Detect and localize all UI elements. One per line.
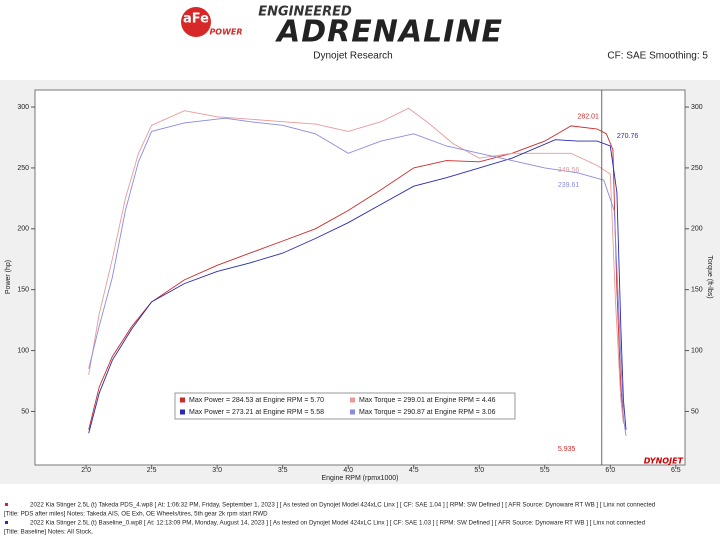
- x-axis-label: Engine RPM (rpmx1000): [321, 475, 398, 482]
- x-tick-label: 6.0: [605, 467, 615, 474]
- legend-swatch: [350, 397, 355, 403]
- legend-label: Max Power = 273.21 at Engine RPM = 5.58: [189, 409, 324, 416]
- legend-box: [174, 392, 516, 420]
- logo-badge: [181, 7, 211, 37]
- chart-title: Dynojet Research: [313, 51, 392, 62]
- y-tick-label: 100: [17, 347, 29, 354]
- logo-text: aFe: [183, 12, 209, 27]
- y-tick-label: 300: [17, 104, 29, 111]
- legend-swatch: [180, 397, 185, 403]
- footer-line: [Title: PDS after miles] Notes: Takeda A…: [4, 511, 268, 518]
- x-tick-label: 4.5: [409, 467, 419, 474]
- footer-marker: [5, 521, 8, 524]
- footer-line: 2022 Kia Stinger 2.5L (t) Baseline_0.wp8…: [30, 520, 646, 527]
- annotation: 282.01: [578, 114, 600, 121]
- logo-sub: POWER: [209, 28, 242, 37]
- series-line: [88, 107, 624, 424]
- y2-axis-label: Torque (ft-lbs): [706, 255, 713, 298]
- y2-tick-label: 300: [691, 104, 703, 111]
- brand: DYNOJET: [644, 457, 684, 466]
- annotation: 270.76: [617, 133, 639, 140]
- footer-line: 2022 Kia Stinger 2.5L (t) Takeda PDS_4.w…: [30, 502, 656, 509]
- x-tick-label: 3.0: [212, 467, 222, 474]
- annotation: 349.56: [558, 167, 580, 174]
- legend-label: Max Torque = 299.01 at Engine RPM = 4.46: [359, 397, 496, 404]
- legend-label: Max Power = 284.53 at Engine RPM = 5.70: [189, 397, 324, 404]
- legend-label: Max Torque = 290.87 at Engine RPM = 3.06: [359, 409, 496, 416]
- y2-tick-label: 250: [691, 165, 703, 172]
- x-tick-label: 2.0: [81, 467, 91, 474]
- legend-swatch: [180, 409, 185, 415]
- y-axis-label: Power (hp): [5, 260, 12, 294]
- annotation: 239.61: [558, 182, 580, 189]
- y2-tick-label: 200: [691, 226, 703, 233]
- tagline-main: ADRENALINE: [275, 15, 503, 50]
- y-tick-label: 50: [21, 408, 29, 415]
- x-tick-label: 2.5: [147, 467, 157, 474]
- y-tick-label: 250: [17, 165, 29, 172]
- y2-tick-label: 100: [691, 347, 703, 354]
- x-tick-label: 5.0: [474, 467, 484, 474]
- annotation: 5.935: [558, 446, 576, 453]
- x-tick-label: 5.5: [540, 467, 550, 474]
- y-tick-label: 150: [17, 287, 29, 294]
- y-tick-label: 200: [17, 226, 29, 233]
- tagline-top: ENGINEERED: [258, 5, 352, 20]
- footer-marker: [5, 503, 8, 506]
- y2-tick-label: 150: [691, 287, 703, 294]
- x-tick-label: 4.0: [343, 467, 353, 474]
- chart-subtitle: CF: SAE Smoothing: 5: [607, 51, 708, 62]
- series-line: [88, 139, 627, 434]
- x-tick-label: 3.5: [278, 467, 288, 474]
- y2-tick-label: 50: [691, 408, 699, 415]
- legend-swatch: [350, 409, 355, 415]
- x-tick-label: 6.5: [671, 467, 681, 474]
- footer-line: [Title: Baseline] Notes: All Stock,: [4, 529, 93, 536]
- series-line: [88, 117, 627, 436]
